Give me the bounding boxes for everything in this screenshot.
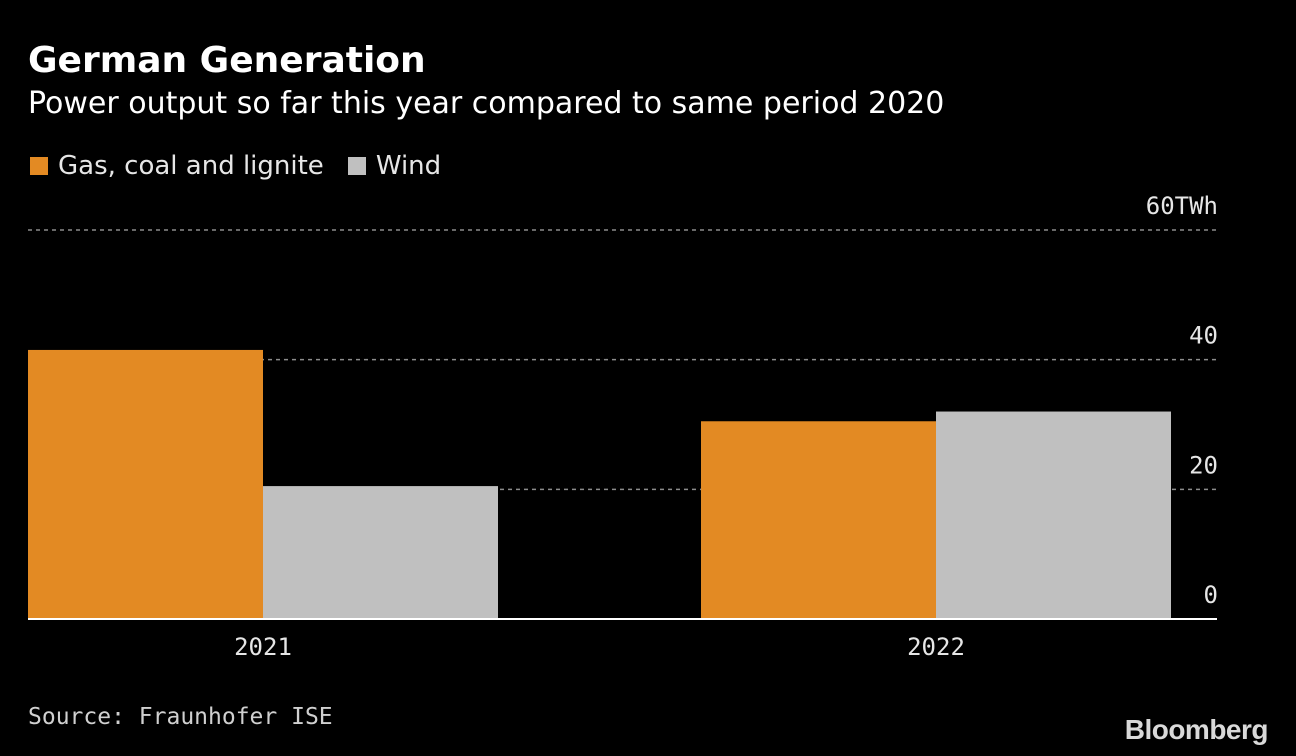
y-tick-label-0: 0 (1204, 581, 1218, 609)
legend-item-gas: Gas, coal and lignite (30, 151, 324, 181)
legend: Gas, coal and lignite Wind (30, 151, 465, 181)
x-tick-label-2021: 2021 (234, 633, 292, 661)
y-tick-label-40: 40 (1189, 322, 1218, 350)
gridlines (28, 229, 1217, 491)
bars (28, 349, 1171, 619)
bloomberg-logo: Bloomberg (1124, 714, 1269, 745)
axes: 60TWh 40 20 0 2021 2022 (28, 192, 1218, 661)
legend-label-wind: Wind (375, 151, 442, 181)
legend-item-wind: Wind (347, 151, 442, 181)
bar-wind-2022 (936, 411, 1171, 619)
legend-swatch-gas (30, 157, 48, 175)
bar-gas-2022 (701, 421, 936, 619)
y-tick-label-60: 60TWh (1146, 192, 1218, 220)
y-tick-label-20: 20 (1189, 451, 1218, 479)
legend-label-gas: Gas, coal and lignite (58, 151, 324, 181)
chart-title: German Generation (28, 40, 426, 81)
x-tick-label-2022: 2022 (907, 633, 965, 661)
bar-wind-2021 (263, 486, 498, 619)
bar-gas-2021 (28, 349, 263, 619)
source-note: Source: Fraunhofer ISE (28, 704, 333, 730)
legend-swatch-wind (347, 157, 366, 175)
chart-subtitle: Power output so far this year compared t… (28, 86, 945, 121)
